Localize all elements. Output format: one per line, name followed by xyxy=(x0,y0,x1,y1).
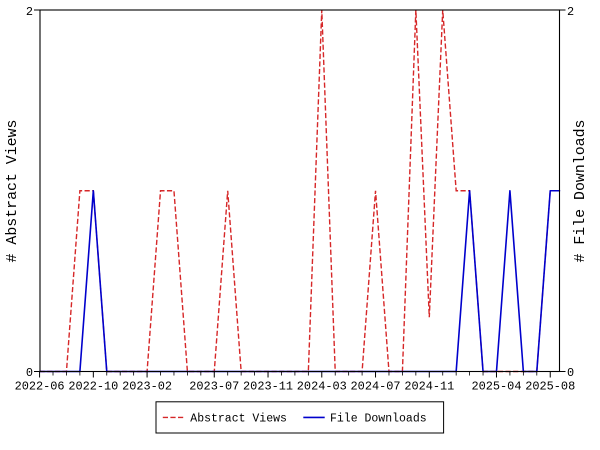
svg-text:Abstract Views: Abstract Views xyxy=(190,413,287,426)
svg-text:2024-07: 2024-07 xyxy=(351,380,401,394)
svg-text:# File Downloads: # File Downloads xyxy=(573,120,589,263)
svg-text:2023-11: 2023-11 xyxy=(243,380,293,394)
svg-text:0: 0 xyxy=(26,366,33,380)
svg-text:2023-02: 2023-02 xyxy=(122,380,172,394)
svg-text:2: 2 xyxy=(567,5,574,19)
svg-text:File Downloads: File Downloads xyxy=(330,413,427,426)
svg-text:# Abstract Views: # Abstract Views xyxy=(5,120,21,263)
svg-text:2025-04: 2025-04 xyxy=(472,380,522,394)
svg-text:2022-06: 2022-06 xyxy=(15,380,65,394)
svg-text:2024-11: 2024-11 xyxy=(404,380,454,394)
svg-text:2: 2 xyxy=(26,5,33,19)
svg-text:2023-07: 2023-07 xyxy=(189,380,239,394)
svg-text:2024-03: 2024-03 xyxy=(297,380,347,394)
svg-text:2022-10: 2022-10 xyxy=(68,380,118,394)
svg-text:2025-08: 2025-08 xyxy=(525,380,575,394)
svg-text:0: 0 xyxy=(567,366,574,380)
